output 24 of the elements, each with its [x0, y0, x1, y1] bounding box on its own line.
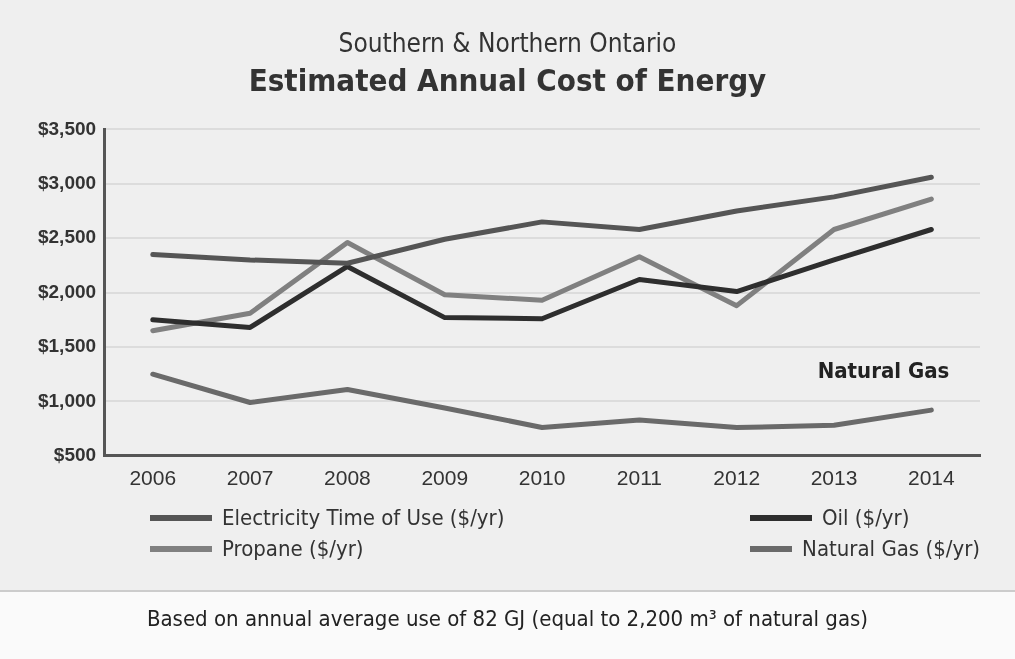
legend-label: Natural Gas ($/yr): [802, 536, 980, 561]
x-tick-label: 2014: [907, 466, 956, 490]
y-tick-label: $500: [53, 444, 97, 466]
y-tick-label: $1,500: [37, 335, 97, 357]
x-tick-label: 2009: [421, 466, 469, 490]
text: Based on annual average use of 82 GJ (equal to 2,200 m³ of natural gas): [0, 590, 1015, 659]
chart-subtitle: Southern & Northern Ontario: [337, 28, 678, 58]
x-tick-label: 2012: [713, 466, 761, 490]
y-tick-label: $3,500: [37, 117, 97, 139]
y-tick-label: $1,000: [37, 389, 97, 411]
y-tick-label: $3,000: [37, 172, 97, 194]
legend-label: Propane ($/yr): [222, 536, 364, 561]
x-tick-label: 2007: [226, 466, 274, 490]
legend-label: Electricity Time of Use ($/yr): [222, 505, 505, 530]
chart-title: Estimated Annual Cost of Energy: [247, 62, 768, 98]
x-tick-label: 2008: [324, 466, 371, 490]
annotation: Natural Gas: [817, 357, 950, 383]
y-tick-label: $2,000: [37, 280, 97, 302]
x-tick-label: 2010: [518, 466, 566, 490]
x-tick-label: 2006: [129, 466, 177, 490]
y-tick-label: $2,500: [37, 226, 97, 248]
x-tick-label: 2013: [810, 466, 858, 490]
legend-label: Oil ($/yr): [822, 505, 910, 530]
x-tick-label: 2011: [616, 466, 662, 490]
